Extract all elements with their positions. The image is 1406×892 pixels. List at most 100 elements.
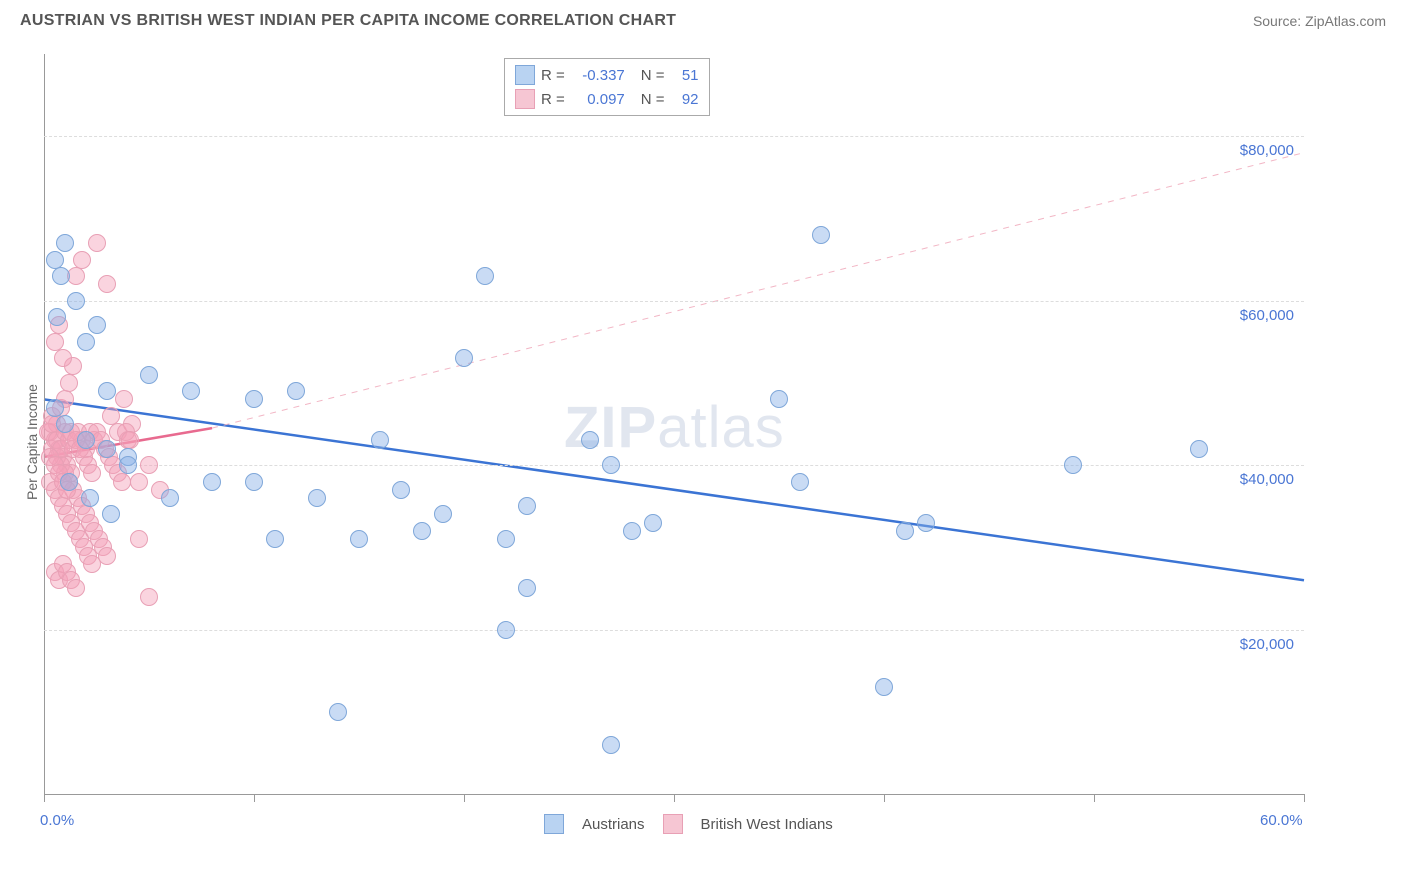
point-series1	[77, 431, 95, 449]
point-series1	[287, 382, 305, 400]
x-tick-mark	[1094, 794, 1095, 802]
point-series1	[140, 366, 158, 384]
point-series2	[67, 579, 85, 597]
point-series1	[329, 703, 347, 721]
point-series2	[54, 349, 72, 367]
legend-swatch	[663, 814, 683, 834]
plot-border	[44, 54, 1305, 795]
n-label: N =	[641, 67, 665, 84]
point-series2	[46, 333, 64, 351]
x-tick-mark	[884, 794, 885, 802]
point-series1	[102, 505, 120, 523]
point-series1	[455, 349, 473, 367]
point-series1	[917, 514, 935, 532]
y-axis-label: Per Capita Income	[24, 384, 40, 500]
y-tick-label: $60,000	[1224, 307, 1294, 324]
point-series1	[77, 333, 95, 351]
point-series1	[56, 234, 74, 252]
point-series1	[581, 431, 599, 449]
point-series1	[602, 456, 620, 474]
point-series1	[476, 267, 494, 285]
n-label: N =	[641, 91, 665, 108]
point-series1	[623, 522, 641, 540]
gridline-h	[44, 301, 1304, 302]
y-tick-label: $80,000	[1224, 142, 1294, 159]
point-series1	[497, 530, 515, 548]
point-series1	[48, 308, 66, 326]
stats-legend: R =-0.337N =51R =0.097N =92	[504, 58, 710, 116]
point-series1	[518, 497, 536, 515]
point-series1	[119, 456, 137, 474]
point-series2	[130, 530, 148, 548]
y-tick-label: $40,000	[1224, 471, 1294, 488]
point-series2	[102, 407, 120, 425]
stats-legend-row: R = 0.097 N = 92	[515, 87, 699, 111]
point-series1	[770, 390, 788, 408]
point-series1	[203, 473, 221, 491]
point-series1	[812, 226, 830, 244]
point-series1	[896, 522, 914, 540]
point-series2	[140, 588, 158, 606]
x-tick-mark	[464, 794, 465, 802]
point-series1	[245, 390, 263, 408]
point-series1	[518, 579, 536, 597]
legend-label: Austrians	[582, 816, 645, 833]
gridline-h	[44, 465, 1304, 466]
x-tick-mark	[674, 794, 675, 802]
point-series1	[60, 473, 78, 491]
chart-container: ZIPatlas $20,000$40,000$60,000$80,0000.0…	[44, 54, 1384, 814]
legend-swatch	[515, 89, 535, 109]
chart-title: AUSTRIAN VS BRITISH WEST INDIAN PER CAPI…	[20, 12, 676, 30]
gridline-h	[44, 136, 1304, 137]
x-tick-mark	[44, 794, 45, 802]
point-series1	[1064, 456, 1082, 474]
gridline-h	[44, 630, 1304, 631]
r-value: -0.337	[571, 67, 625, 84]
point-series1	[371, 431, 389, 449]
point-series1	[46, 399, 64, 417]
point-series1	[308, 489, 326, 507]
point-series1	[98, 382, 116, 400]
n-value: 92	[671, 91, 699, 108]
point-series1	[434, 505, 452, 523]
point-series1	[1190, 440, 1208, 458]
x-max-label: 60.0%	[1260, 812, 1303, 829]
point-series2	[140, 456, 158, 474]
point-series2	[130, 473, 148, 491]
point-series1	[182, 382, 200, 400]
point-series1	[98, 440, 116, 458]
point-series2	[60, 374, 78, 392]
legend-swatch	[515, 65, 535, 85]
r-value: 0.097	[571, 91, 625, 108]
point-series1	[644, 514, 662, 532]
point-series2	[115, 390, 133, 408]
point-series1	[67, 292, 85, 310]
point-series2	[73, 251, 91, 269]
point-series1	[497, 621, 515, 639]
point-series2	[113, 473, 131, 491]
source-label: Source: ZipAtlas.com	[1253, 13, 1386, 29]
x-min-label: 0.0%	[40, 812, 74, 829]
point-series2	[98, 547, 116, 565]
r-label: R =	[541, 91, 565, 108]
stats-legend-row: R =-0.337N =51	[515, 63, 699, 87]
point-series1	[88, 316, 106, 334]
point-series1	[266, 530, 284, 548]
point-series1	[791, 473, 809, 491]
point-series1	[56, 415, 74, 433]
x-tick-mark	[1304, 794, 1305, 802]
point-series1	[161, 489, 179, 507]
point-series2	[83, 464, 101, 482]
point-series1	[46, 251, 64, 269]
point-series1	[413, 522, 431, 540]
point-series2	[88, 234, 106, 252]
point-series2	[98, 275, 116, 293]
legend-label: British West Indians	[701, 816, 833, 833]
point-series1	[81, 489, 99, 507]
plot-area: ZIPatlas $20,000$40,000$60,000$80,0000.0…	[44, 54, 1304, 794]
r-label: R =	[541, 67, 565, 84]
point-series1	[392, 481, 410, 499]
point-series1	[52, 267, 70, 285]
y-tick-label: $20,000	[1224, 636, 1294, 653]
point-series1	[875, 678, 893, 696]
